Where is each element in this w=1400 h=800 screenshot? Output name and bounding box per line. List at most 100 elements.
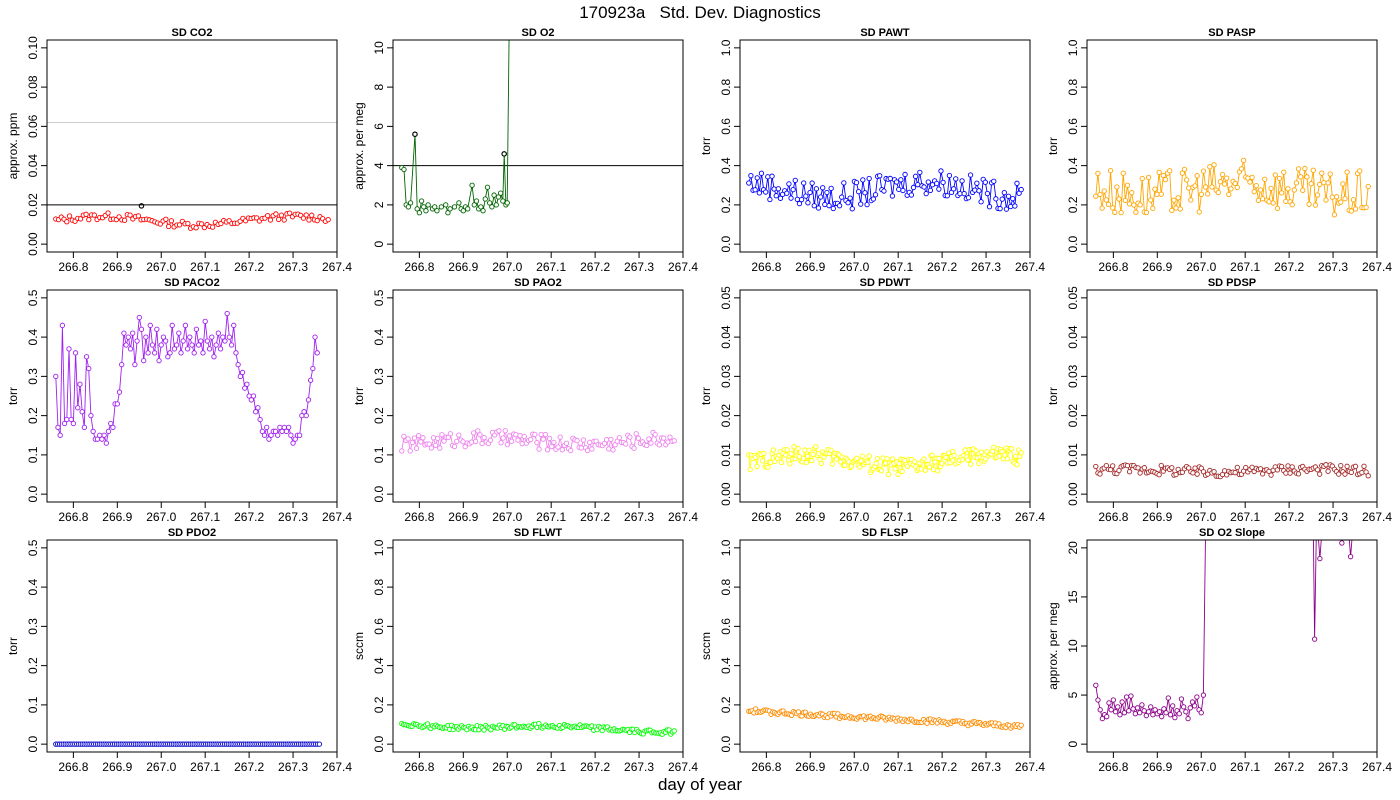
data-point: [1170, 703, 1176, 709]
data-point: [786, 181, 792, 187]
data-point: [237, 373, 243, 380]
data-point: [292, 436, 298, 442]
data-point: [64, 416, 70, 423]
data-point: [1156, 709, 1163, 715]
x-tick-label: 267.1: [1230, 760, 1260, 774]
data-point: [460, 208, 466, 214]
data-point: [451, 443, 458, 450]
plot-frame: [46, 539, 338, 753]
data-point: [1158, 462, 1164, 469]
data-point: [976, 188, 982, 194]
data-point: [1171, 197, 1177, 203]
data-point: [1169, 207, 1175, 213]
x-tick-label: 267.4: [668, 760, 698, 774]
data-point: [917, 169, 923, 176]
x-tick-label: 266.8: [1098, 510, 1128, 524]
data-point: [470, 430, 477, 436]
data-point: [853, 179, 860, 186]
data-point: [480, 208, 486, 214]
y-tick-label: 0.0: [26, 735, 40, 752]
data-point: [1005, 193, 1012, 199]
data-point: [108, 420, 114, 427]
x-tick-label: 266.8: [58, 510, 88, 524]
x-tick-label: 267.3: [278, 260, 308, 274]
data-point: [1211, 162, 1217, 168]
data-point: [999, 448, 1005, 455]
data-point: [1126, 201, 1133, 207]
data-point: [951, 452, 957, 459]
y-tick-label: 0.00: [719, 482, 733, 506]
data-point: [1097, 191, 1103, 198]
plot-area: [47, 121, 337, 231]
x-tick-label: 267.0: [1186, 260, 1216, 274]
data-point: [421, 204, 427, 210]
data-point: [978, 199, 984, 205]
data-point: [456, 200, 462, 206]
y-tick-label: 6: [372, 123, 386, 130]
data-point: [946, 172, 953, 179]
x-tick-label: 267.1: [883, 260, 913, 274]
data-point: [250, 393, 257, 399]
data-point: [1008, 203, 1014, 210]
data-point: [610, 447, 616, 453]
data-point: [432, 204, 438, 210]
data-point: [1365, 183, 1371, 190]
data-point: [130, 330, 136, 336]
data-point: [1348, 469, 1354, 476]
data-point: [828, 185, 834, 192]
x-tick-label: 266.9: [102, 510, 132, 524]
data-point: [209, 224, 216, 230]
data-point: [1148, 197, 1154, 203]
data-point: [191, 350, 197, 356]
plot-frame: [392, 39, 684, 253]
data-point: [944, 193, 950, 199]
data-point: [405, 436, 411, 442]
y-axis-label: sccm: [699, 632, 713, 660]
x-tick-label: 266.9: [102, 760, 132, 774]
plot-frame: [46, 289, 338, 503]
data-point: [835, 711, 841, 717]
data-point: [66, 213, 73, 219]
data-point: [538, 431, 544, 438]
data-point: [1295, 471, 1302, 477]
data-point: [266, 436, 272, 442]
data-point: [428, 445, 435, 451]
x-tick-label: 267.4: [1362, 260, 1392, 274]
data-point: [1283, 470, 1289, 476]
x-tick-label: 267.2: [580, 760, 610, 774]
data-point: [765, 174, 771, 180]
data-point: [447, 206, 453, 212]
data-point: [754, 175, 760, 181]
data-point: [915, 182, 921, 188]
y-tick-label: 0.0: [372, 485, 386, 502]
data-point: [265, 213, 271, 219]
data-point: [976, 460, 982, 467]
x-tick-label: 267.3: [1318, 510, 1348, 524]
data-point: [815, 205, 822, 211]
data-point: [752, 187, 758, 193]
data-point: [746, 180, 752, 186]
data-point: [1169, 465, 1175, 471]
data-point: [261, 432, 268, 438]
x-tick-label: 267.3: [971, 760, 1001, 774]
y-tick-label: 0.2: [372, 407, 386, 424]
data-point: [303, 412, 309, 419]
data-point: [532, 431, 538, 438]
data-point: [805, 200, 811, 206]
data-point: [1200, 692, 1207, 698]
data-point: [206, 346, 213, 352]
data-point: [898, 177, 904, 183]
y-tick-label: 0.02: [719, 404, 733, 428]
data-point: [747, 466, 753, 473]
data-point: [443, 202, 449, 208]
data-point: [59, 322, 66, 328]
data-point: [589, 446, 595, 452]
data-point: [198, 338, 204, 344]
data-point: [921, 184, 927, 190]
data-point: [921, 456, 927, 462]
data-point: [515, 437, 521, 443]
data-point: [86, 365, 92, 372]
data-point: [761, 450, 767, 456]
data-point: [1118, 209, 1124, 216]
x-tick-label: 267.1: [190, 760, 220, 774]
